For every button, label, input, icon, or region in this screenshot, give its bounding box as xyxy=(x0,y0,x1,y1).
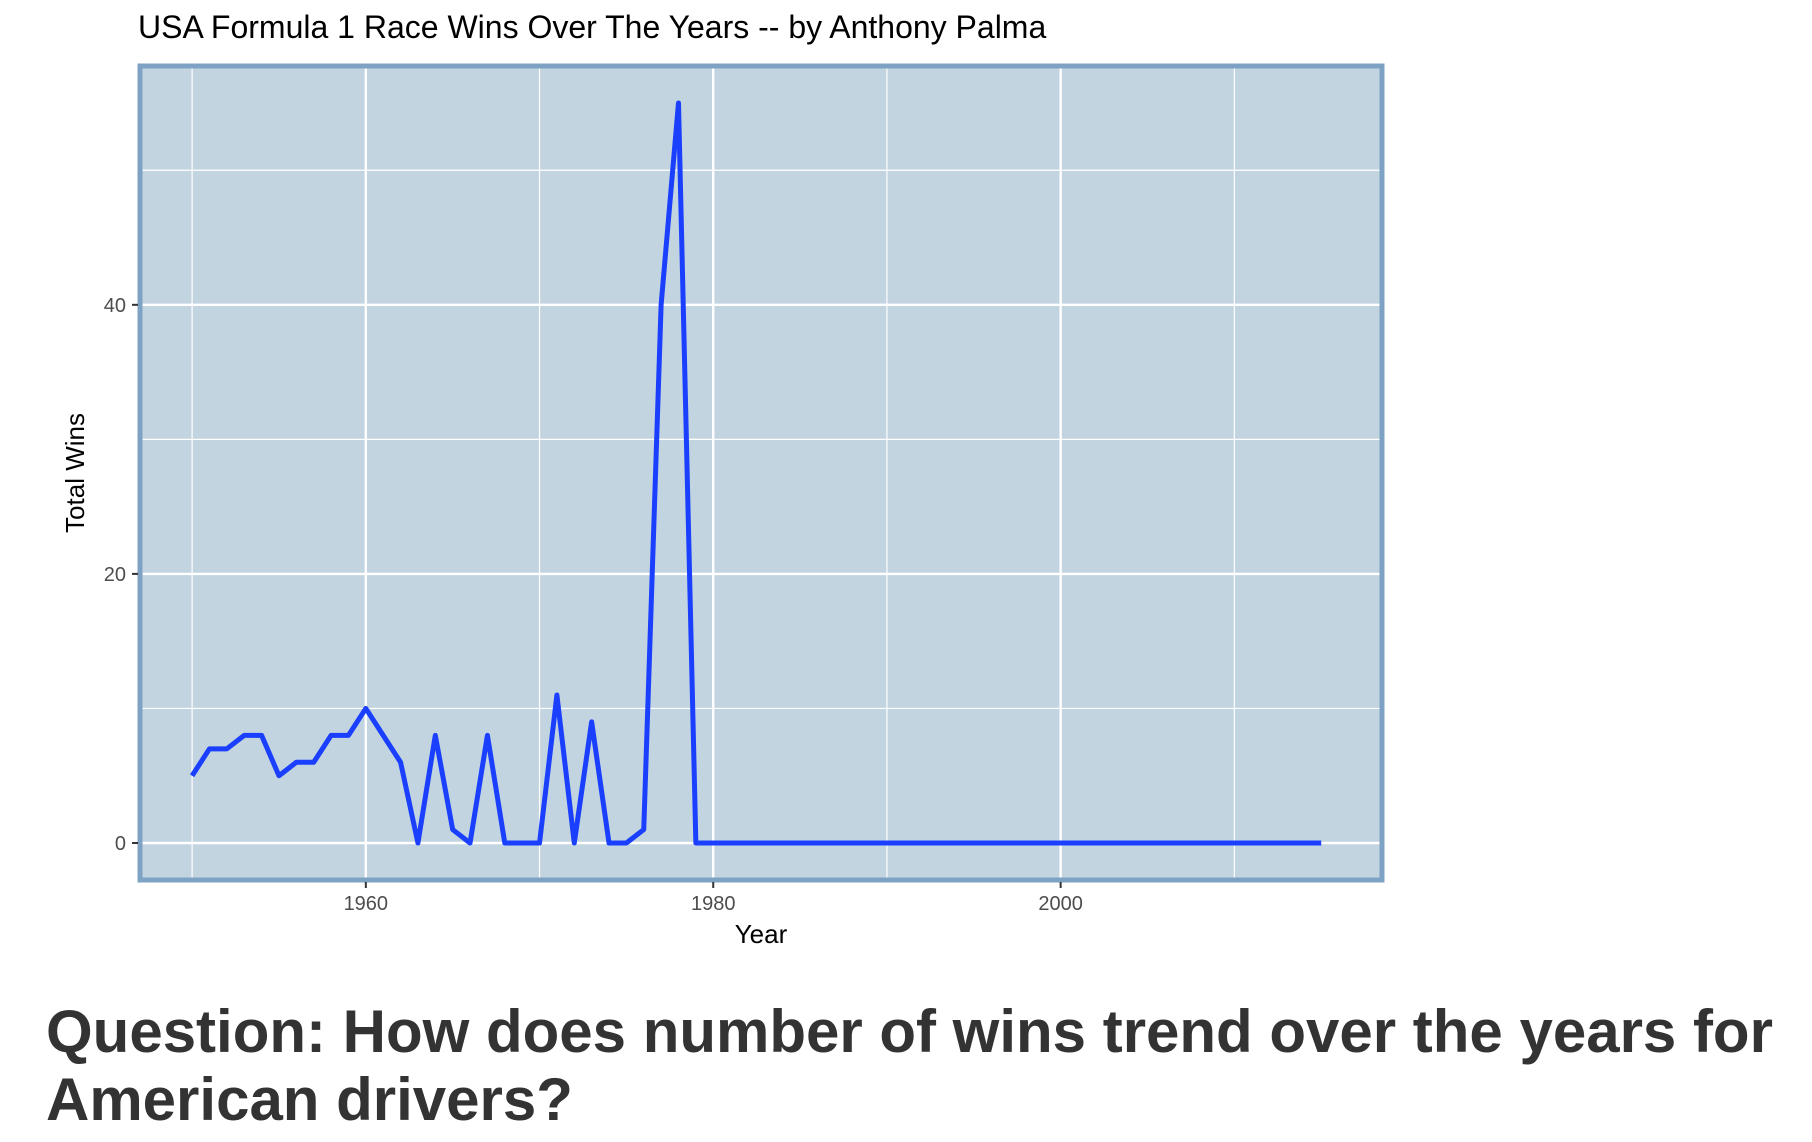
question-text: Question: How does number of wins trend … xyxy=(46,998,1773,1133)
chart-title: USA Formula 1 Race Wins Over The Years -… xyxy=(138,9,1046,45)
plot-panel xyxy=(140,66,1382,880)
x-axis-title: Year xyxy=(735,919,788,949)
x-tick-label: 1960 xyxy=(344,893,389,915)
y-tick-label: 40 xyxy=(104,295,126,317)
series-layer xyxy=(190,100,1322,846)
series-line xyxy=(190,100,1322,846)
y-tick-label: 0 xyxy=(115,833,126,855)
plot-border xyxy=(137,63,1385,883)
x-axis-ticks: 1960 1980 2000 xyxy=(344,882,1083,915)
major-gridlines xyxy=(140,66,1382,880)
x-tick-label: 2000 xyxy=(1038,893,1083,915)
y-axis-ticks: 0 20 40 xyxy=(104,295,138,855)
y-tick-label: 20 xyxy=(104,564,126,586)
minor-gridlines xyxy=(140,66,1382,880)
line-chart: USA Formula 1 Race Wins Over The Years -… xyxy=(60,9,1385,949)
y-axis-title: Total Wins xyxy=(60,413,90,533)
x-tick-label: 1980 xyxy=(691,893,736,915)
